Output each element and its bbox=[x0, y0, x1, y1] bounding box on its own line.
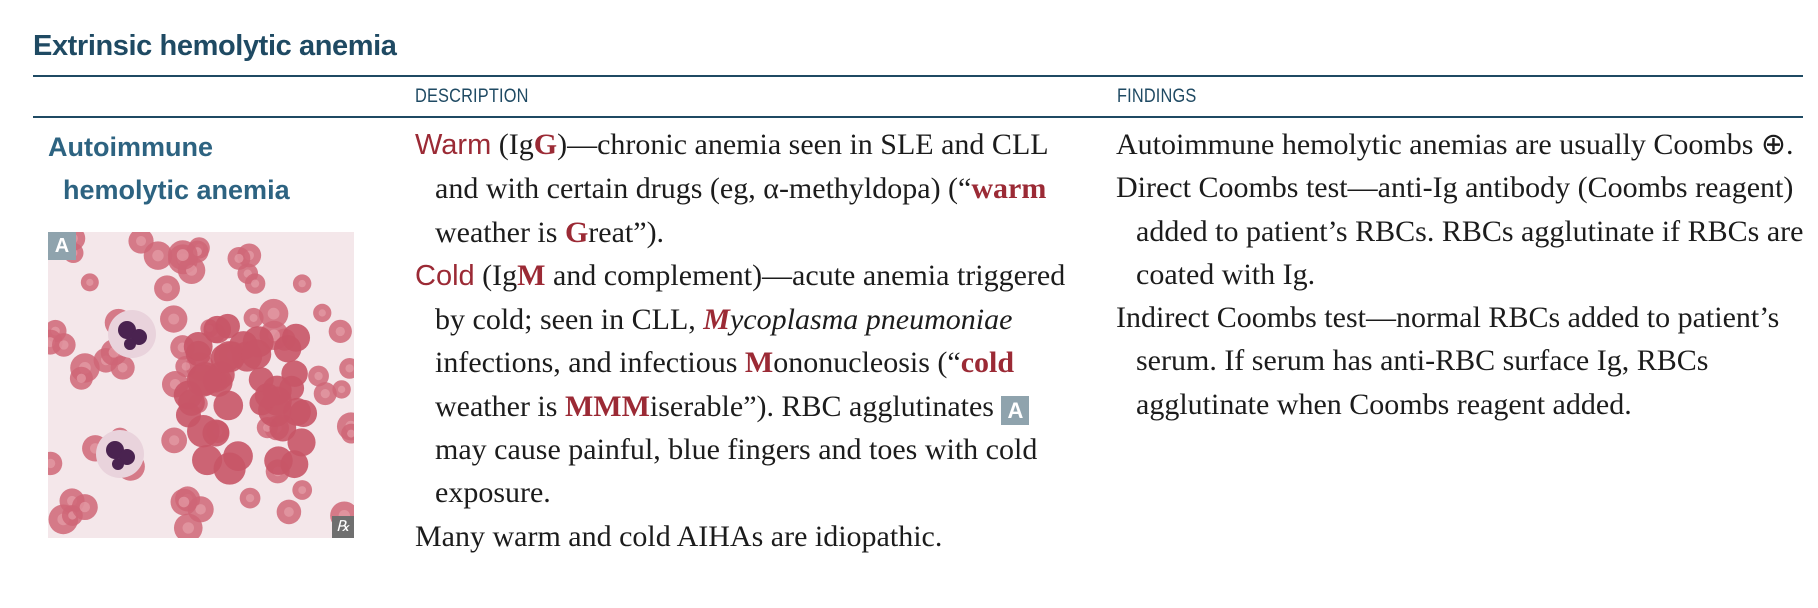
agglutinated-rbc bbox=[287, 428, 316, 457]
rbc-pallor bbox=[249, 313, 258, 322]
cold-text-1: (Ig bbox=[474, 258, 518, 292]
blood-smear-image bbox=[48, 232, 354, 538]
rbc-pallor bbox=[337, 385, 346, 394]
cold-mnemonic-1: M bbox=[517, 258, 546, 292]
neutrophil-nucleus bbox=[124, 338, 136, 350]
agglutinated-rbc bbox=[254, 383, 280, 409]
rbc-pallor bbox=[320, 388, 330, 399]
rbc-pallor bbox=[76, 373, 86, 383]
rbc-pallor bbox=[86, 278, 94, 286]
cold-term: Cold bbox=[415, 259, 475, 292]
rbc-pallor bbox=[161, 283, 173, 294]
rx-icon: ℞ bbox=[332, 516, 354, 538]
neutrophil-nucleus bbox=[112, 458, 124, 470]
rbc-pallor bbox=[135, 235, 147, 247]
cold-mnemonic-4: cold bbox=[960, 346, 1015, 380]
agglutinated-rbc bbox=[213, 390, 244, 421]
rbc-pallor bbox=[345, 364, 354, 373]
rbc-pallor bbox=[152, 249, 164, 262]
rbc-pallor bbox=[117, 362, 128, 373]
agglutinated-rbc bbox=[213, 452, 246, 485]
warm-text-2: )—chronic anemia seen in SLE and CLL and… bbox=[435, 128, 1048, 206]
agglutinated-rbc bbox=[173, 380, 203, 410]
agglutinated-rbc bbox=[282, 323, 311, 352]
agglutinated-rbc bbox=[289, 399, 318, 428]
row-term-line-2: hemolytic anemia bbox=[63, 175, 290, 205]
top-rule bbox=[33, 75, 1803, 77]
finding-3: Indirect Coombs test—normal RBCs added t… bbox=[1116, 301, 1780, 421]
agglutinated-rbc bbox=[185, 340, 212, 367]
rbc-pallor bbox=[79, 501, 90, 513]
cold-mnemonic-2: M bbox=[703, 303, 730, 337]
warm-text-4: reat”). bbox=[588, 215, 665, 249]
cold-text-3: infections, and infectious bbox=[435, 346, 745, 380]
rbc-pallor bbox=[169, 435, 180, 446]
rbc-pallor bbox=[48, 458, 56, 469]
warm-text-1: (Ig bbox=[491, 128, 534, 161]
warm-mnemonic-1: G bbox=[533, 128, 558, 161]
rbc-pallor bbox=[267, 307, 280, 320]
rbc-pallor bbox=[347, 429, 354, 438]
agglutinated-rbc bbox=[175, 402, 201, 428]
rbc-pallor bbox=[195, 504, 206, 515]
rbc-pallor bbox=[251, 279, 260, 288]
rbc-pallor bbox=[314, 371, 323, 381]
agglutinated-rbc bbox=[281, 360, 308, 387]
blood-smear-micrograph: A ℞ bbox=[48, 232, 354, 538]
figure-reference-badge: A bbox=[1001, 395, 1030, 425]
rbc-pallor bbox=[318, 309, 326, 317]
warm-mnemonic-3: G bbox=[564, 215, 589, 249]
agglutinated-rbc bbox=[264, 446, 293, 475]
rbc-pallor bbox=[168, 313, 180, 325]
rbc-pallor bbox=[335, 326, 345, 337]
column-header-description: DESCRIPTION bbox=[415, 86, 529, 107]
description-column: Warm (IgG)—chronic anemia seen in SLE an… bbox=[415, 123, 1075, 558]
finding-1: Autoimmune hemolytic anemias are usually… bbox=[1116, 128, 1794, 161]
column-header-findings: FINDINGS bbox=[1117, 86, 1197, 107]
cold-mnemonic-5: MMM bbox=[564, 389, 650, 423]
rbc-pallor bbox=[59, 340, 69, 350]
row-term-label: Autoimmune hemolytic anemia bbox=[48, 126, 290, 212]
cold-mnemonic-3: M bbox=[744, 346, 774, 380]
rbc-pallor bbox=[178, 496, 190, 508]
agglutinated-rbc bbox=[269, 414, 297, 442]
cold-text-7: may cause painful, blue fingers and toes… bbox=[435, 433, 1038, 510]
cold-text-2: and complement)—acute anemia triggered b… bbox=[435, 258, 1066, 337]
rbc-pallor bbox=[234, 253, 244, 263]
idiopathic-note: Many warm and cold AIHAs are idiopathic. bbox=[415, 519, 943, 553]
rbc-pallor bbox=[176, 249, 189, 262]
agglutinated-rbc bbox=[241, 339, 272, 370]
warm-text-3: weather is bbox=[435, 215, 565, 249]
rbc-pallor bbox=[182, 522, 195, 534]
header-rule bbox=[33, 116, 1803, 118]
cold-aiha-paragraph: Cold (IgM and complement)—acute anemia t… bbox=[415, 254, 1075, 515]
rbc-pallor bbox=[284, 507, 294, 517]
cold-text-5: weather is bbox=[435, 389, 565, 423]
section-title: Extrinsic hemolytic anemia bbox=[33, 30, 397, 62]
rbc-pallor bbox=[245, 493, 255, 503]
rbc-pallor bbox=[298, 486, 307, 494]
warm-aiha-paragraph: Warm (IgG)—chronic anemia seen in SLE an… bbox=[415, 123, 1075, 254]
cold-text-4: ononucleosis (“ bbox=[773, 346, 961, 380]
cold-text-6: iserable”). RBC agglutinates bbox=[649, 389, 1002, 423]
figure-label-badge: A bbox=[48, 232, 76, 260]
row-term-line-1: Autoimmune bbox=[48, 132, 213, 162]
agglutinated-rbc bbox=[210, 343, 240, 374]
findings-column: Autoimmune hemolytic anemias are usually… bbox=[1116, 123, 1806, 426]
finding-2: Direct Coombs test—anti-Ig antibody (Coo… bbox=[1116, 171, 1804, 291]
rbc-pallor bbox=[181, 362, 191, 371]
warm-mnemonic-2: warm bbox=[971, 172, 1047, 206]
agglutinated-rbc bbox=[203, 315, 232, 344]
cold-organism: ycoplasma pneumoniae bbox=[729, 303, 1013, 337]
warm-term: Warm bbox=[415, 129, 492, 161]
rbc-pallor bbox=[298, 279, 306, 288]
